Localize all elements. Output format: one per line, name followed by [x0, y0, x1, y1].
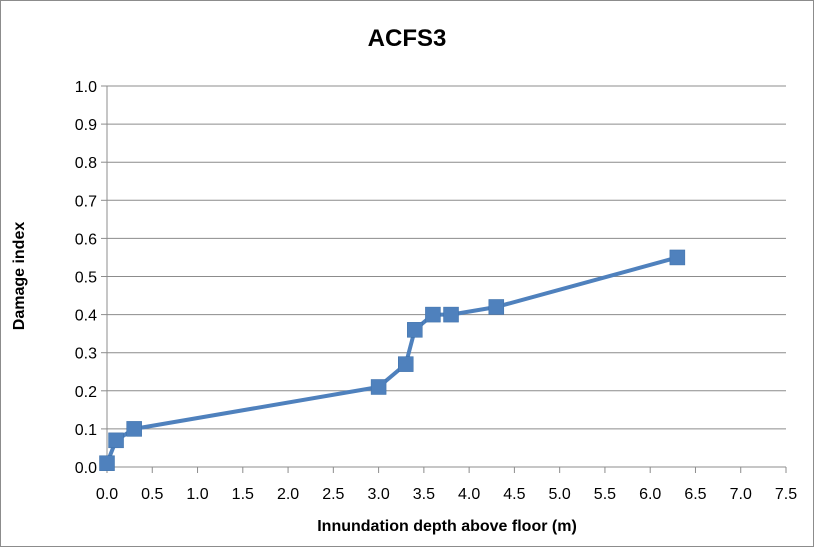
data-point-marker — [488, 299, 505, 315]
data-point-marker — [126, 421, 142, 437]
y-tick-label: 0.9 — [75, 117, 97, 134]
y-tick-label: 0.5 — [75, 270, 97, 287]
y-tick-labels: 0.0 0.1 0.2 0.3 0.4 0.5 0.6 0.7 0.8 0.9 1.0 — [75, 79, 97, 477]
data-point-marker — [108, 432, 124, 449]
x-tick-label: 6.5 — [684, 486, 706, 503]
x-tick-label: 2.5 — [322, 486, 344, 503]
x-tick-label: 3.0 — [367, 486, 389, 503]
y-tick-label: 0.7 — [75, 193, 97, 210]
y-tick-label: 0.1 — [75, 422, 97, 439]
data-point-marker — [669, 249, 686, 266]
y-tick-label: 0.2 — [75, 384, 97, 401]
x-tick-label: 0.0 — [96, 486, 118, 503]
x-tick-labels: 0.0 0.5 1.0 1.5 2.0 2.5 3.0 3.5 4.0 4.5 5.0 5.5 6.0 6… — [96, 486, 797, 503]
x-tick-label: 7.5 — [775, 486, 797, 503]
x-tick-label: 2.0 — [277, 486, 299, 503]
x-axis-title: Innundation depth above floor (m) — [317, 518, 577, 535]
x-tick-label: 3.5 — [413, 486, 435, 503]
data-point-marker — [398, 356, 414, 372]
x-tick-label: 6.0 — [639, 486, 661, 503]
x-tick-label: 5.0 — [549, 486, 571, 503]
series-line — [105, 255, 678, 464]
x-tick-label: 5.5 — [594, 486, 616, 503]
y-tick-label: 0.0 — [75, 460, 97, 477]
x-tick-label: 4.5 — [503, 486, 525, 503]
y-axis-title: Damage index — [11, 222, 28, 331]
data-point-marker — [370, 379, 387, 395]
series — [99, 249, 686, 471]
y-tick-label: 0.8 — [75, 155, 97, 172]
data-point-marker — [425, 306, 441, 323]
data-point-marker — [443, 306, 459, 323]
y-tick-label: 0.3 — [75, 346, 97, 363]
data-point-marker — [407, 322, 423, 338]
axes — [101, 85, 787, 473]
x-tick-label: 1.0 — [186, 486, 208, 503]
x-tick-label: 1.5 — [232, 486, 254, 503]
y-tick-label: 0.6 — [75, 231, 97, 248]
y-tick-label: 0.4 — [75, 308, 97, 325]
chart-title: ACFS3 — [368, 25, 447, 52]
x-tick-label: 7.0 — [730, 486, 752, 503]
x-tick-label: 4.0 — [458, 486, 480, 503]
data-point-marker — [99, 455, 115, 471]
gridlines — [107, 85, 786, 430]
y-tick-label: 1.0 — [75, 79, 97, 96]
x-tick-label: 0.5 — [141, 486, 163, 503]
